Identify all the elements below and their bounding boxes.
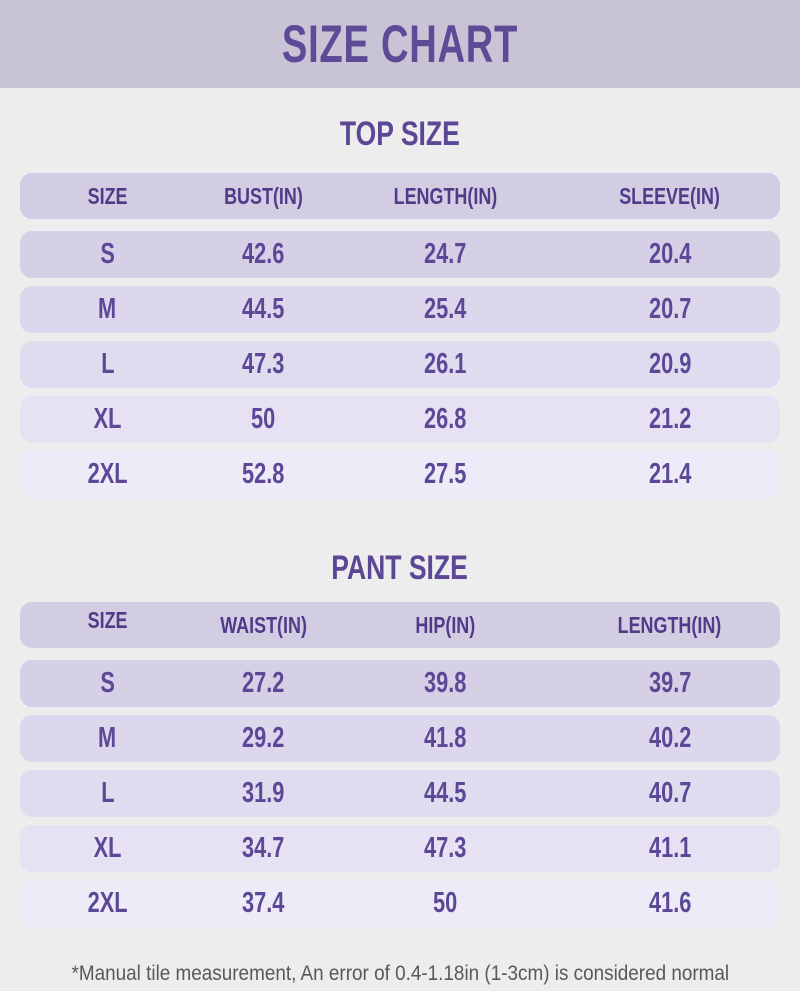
table-cell: 52.8 [242, 458, 285, 490]
top-size-heading: TOP SIZE [340, 115, 460, 153]
header-cell-sleeve: SLEEVE(IN) [619, 182, 721, 209]
header-cell-length: LENGTH(IN) [617, 611, 722, 638]
header-cell-length: LENGTH(IN) [393, 182, 498, 209]
table-cell: 37.4 [242, 887, 285, 919]
size-chart-banner: SIZE CHART [0, 0, 800, 88]
top-size-section: TOP SIZE SIZE BUST(IN) LENGTH(IN) SLEEVE… [0, 88, 800, 498]
header-cell-waist: WAIST(IN) [219, 611, 307, 638]
table-row-2xl: 2XL 52.8 27.5 21.4 [20, 451, 780, 498]
pant-size-heading: PANT SIZE [331, 549, 469, 587]
size-cell: 2XL [87, 458, 128, 490]
size-cell: L [100, 777, 115, 809]
table-row-l: L 47.3 26.1 20.9 [20, 341, 780, 388]
pant-size-table: SIZE WAIST(IN) HIP(IN) LENGTH(IN) S 27.2… [0, 602, 800, 927]
table-cell: 50 [251, 403, 276, 435]
size-cell: M [98, 293, 117, 325]
table-cell: 41.6 [648, 887, 691, 919]
table-cell: 44.5 [242, 293, 285, 325]
header-cell-bust: BUST(IN) [223, 182, 303, 209]
table-row-xl: XL 34.7 47.3 41.1 [20, 825, 780, 872]
table-row-xl: XL 50 26.8 21.2 [20, 396, 780, 443]
size-cell: S [100, 667, 115, 699]
size-cell: M [98, 722, 117, 754]
size-chart-body: TOP SIZE SIZE BUST(IN) LENGTH(IN) SLEEVE… [0, 88, 800, 986]
table-cell: 42.6 [242, 238, 285, 270]
page-title: SIZE CHART [281, 14, 519, 74]
table-cell: 27.2 [242, 667, 285, 699]
table-cell: 31.9 [242, 777, 285, 809]
pant-size-header-row: SIZE WAIST(IN) HIP(IN) LENGTH(IN) [20, 602, 780, 648]
header-cell-hip: HIP(IN) [415, 611, 476, 638]
table-row-l: L 31.9 44.5 40.7 [20, 770, 780, 817]
table-cell: 29.2 [242, 722, 285, 754]
table-cell: 21.2 [648, 403, 691, 435]
table-cell: 47.3 [242, 348, 285, 380]
table-row-s: S 27.2 39.8 39.7 [20, 660, 780, 707]
table-cell: 20.9 [648, 348, 691, 380]
table-row-m: M 29.2 41.8 40.2 [20, 715, 780, 762]
table-cell: 24.7 [424, 238, 467, 270]
size-cell: S [100, 238, 115, 270]
table-cell: 20.4 [648, 238, 691, 270]
table-cell: 26.8 [424, 403, 467, 435]
size-cell: L [100, 348, 115, 380]
header-cell-size: SIZE [87, 606, 128, 633]
table-cell: 41.1 [648, 832, 691, 864]
table-cell: 39.7 [648, 667, 691, 699]
table-cell: 27.5 [424, 458, 467, 490]
table-cell: 25.4 [424, 293, 467, 325]
pant-size-section: PANT SIZE SIZE WAIST(IN) HIP(IN) LENGTH(… [0, 506, 800, 927]
size-cell: 2XL [87, 887, 128, 919]
table-row-2xl: 2XL 37.4 50 41.6 [20, 880, 780, 927]
table-cell: 44.5 [424, 777, 467, 809]
table-cell: 47.3 [424, 832, 467, 864]
table-cell: 41.8 [424, 722, 467, 754]
table-cell: 40.2 [648, 722, 691, 754]
table-cell: 21.4 [648, 458, 691, 490]
table-cell: 39.8 [424, 667, 467, 699]
top-size-header-row: SIZE BUST(IN) LENGTH(IN) SLEEVE(IN) [20, 173, 780, 219]
top-size-table: SIZE BUST(IN) LENGTH(IN) SLEEVE(IN) S 42… [0, 173, 800, 498]
table-cell: 50 [433, 887, 458, 919]
header-cell-size: SIZE [87, 182, 128, 209]
table-cell: 34.7 [242, 832, 285, 864]
size-cell: XL [93, 832, 122, 864]
measurement-disclaimer: *Manual tile measurement, An error of 0.… [71, 962, 729, 985]
table-row-s: S 42.6 24.7 20.4 [20, 231, 780, 278]
table-cell: 20.7 [648, 293, 691, 325]
table-row-m: M 44.5 25.4 20.7 [20, 286, 780, 333]
size-cell: XL [93, 403, 122, 435]
table-cell: 26.1 [424, 348, 467, 380]
table-cell: 40.7 [648, 777, 691, 809]
